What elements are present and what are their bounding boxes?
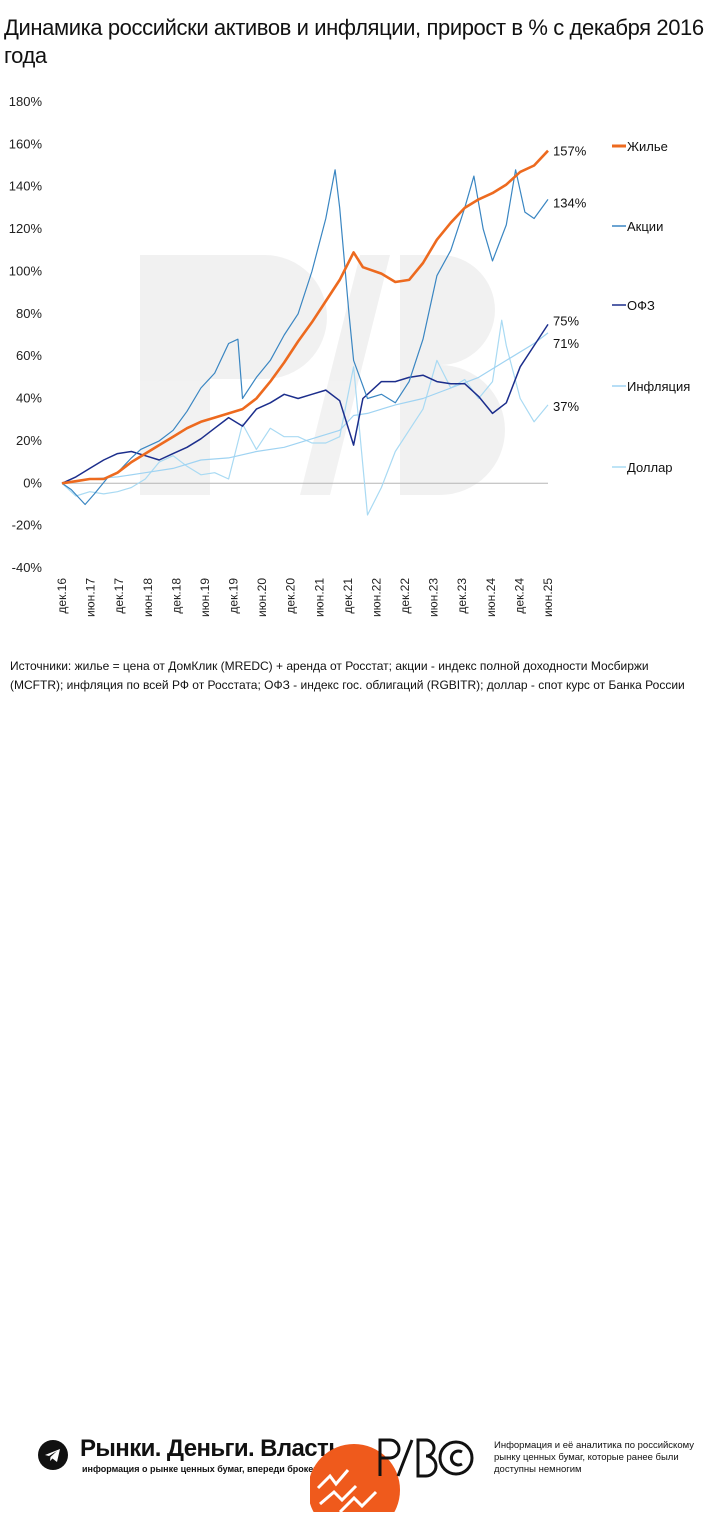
footer-description: Информация и её аналитика по российскому…: [494, 1440, 694, 1475]
x-tick-label: июн.17: [84, 578, 98, 617]
x-tick-label: июн.24: [484, 578, 498, 617]
end-label-Инфляция: 71%: [553, 336, 579, 351]
y-tick-label: -20%: [12, 518, 43, 533]
legend-label: Жилье: [627, 139, 668, 154]
end-label-Акции: 134%: [553, 195, 587, 210]
brand-name: Рынки. Деньги. Власть.: [80, 1435, 349, 1462]
x-tick-label: дек.18: [169, 578, 183, 614]
y-tick-label: 40%: [16, 391, 42, 406]
y-tick-label: 0%: [23, 475, 42, 490]
x-tick-label: дек.21: [341, 578, 355, 614]
y-tick-label: 140%: [9, 179, 43, 194]
legend-item-Инфляция: Инфляция: [612, 379, 690, 394]
rdv-logo: [308, 1428, 490, 1517]
watermark-logo: [140, 255, 505, 495]
y-tick-label: 100%: [9, 263, 43, 278]
y-tick-label: -40%: [12, 560, 43, 575]
x-tick-label: дек.20: [284, 578, 298, 614]
y-tick-label: 120%: [9, 221, 43, 236]
telegram-icon[interactable]: [38, 1440, 68, 1470]
x-tick-label: дек.23: [455, 578, 469, 614]
series-line-Акции: [61, 169, 549, 506]
legend-label: ОФЗ: [627, 298, 655, 313]
series-line-Доллар: [61, 319, 549, 516]
y-tick-label: 80%: [16, 306, 42, 321]
x-tick-label: июн.20: [255, 578, 269, 617]
x-tick-label: июн.19: [198, 578, 212, 617]
legend: Жилье Акции ОФЗ Инфляция Доллар: [612, 139, 690, 475]
x-tick-label: дек.19: [227, 578, 241, 614]
chart-title: Динамика российски активов и инфляции, п…: [4, 15, 704, 68]
legend-item-Акции: Акции: [612, 219, 663, 234]
x-tick-label: июн.23: [427, 578, 441, 617]
y-axis: -40% -20% 0% 20% 40% 60% 80% 100% 120% 140% 160% 18…: [9, 94, 43, 575]
x-tick-label: июн.25: [541, 578, 555, 617]
source-note: Источники: жилье = цена от ДомКлик (MRED…: [10, 659, 685, 692]
legend-item-Доллар: Доллар: [612, 460, 673, 475]
end-label-Жилье: 157%: [553, 144, 587, 159]
footer: Рынки. Деньги. Власть. информация о рынк…: [0, 712, 716, 1517]
y-tick-label: 160%: [9, 136, 43, 151]
y-tick-label: 20%: [16, 433, 42, 448]
x-tick-label: дек.24: [512, 578, 526, 614]
legend-item-ОФЗ: ОФЗ: [612, 298, 655, 313]
series-line-Инфляция: [61, 332, 549, 484]
legend-label: Инфляция: [627, 379, 690, 394]
x-axis: дек.16 июн.17 дек.17 июн.18 дек.18 июн.19 дек.…: [55, 482, 555, 617]
y-tick-label: 60%: [16, 348, 42, 363]
legend-label: Акции: [627, 219, 663, 234]
x-tick-label: июн.18: [141, 578, 155, 617]
line-chart: -40% -20% 0% 20% 40% 60% 80% 100% 120% 140% 160% 18…: [9, 94, 691, 617]
x-tick-label: дек.16: [55, 578, 69, 614]
x-tick-label: июн.21: [312, 578, 326, 617]
x-tick-label: дек.22: [398, 578, 412, 614]
x-tick-label: дек.17: [112, 578, 126, 614]
end-label-Доллар: 37%: [553, 399, 579, 414]
end-labels: 37% 71% 75% 134% 157%: [553, 144, 587, 414]
end-label-ОФЗ: 75%: [553, 313, 579, 328]
series-line-Жилье: [61, 149, 549, 485]
legend-label: Доллар: [627, 460, 673, 475]
legend-item-Жилье: Жилье: [612, 139, 668, 154]
y-tick-label: 180%: [9, 94, 43, 109]
series-layer: [61, 149, 549, 516]
x-tick-label: июн.22: [369, 578, 383, 617]
